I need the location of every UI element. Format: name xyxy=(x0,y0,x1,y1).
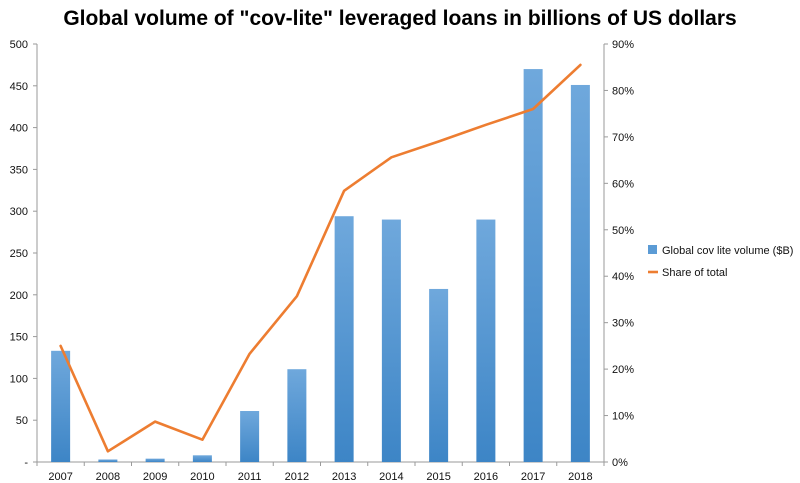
right-tick-label: 30% xyxy=(612,318,634,330)
x-tick-label: 2018 xyxy=(568,471,592,483)
left-tick-label: 50 xyxy=(16,415,28,427)
left-tick-label: - xyxy=(24,457,28,469)
left-tick-label: 250 xyxy=(10,248,28,260)
left-tick-label: 500 xyxy=(10,39,28,51)
x-tick-label: 2016 xyxy=(474,471,498,483)
x-tick-label: 2009 xyxy=(143,471,167,483)
x-tick-label: 2013 xyxy=(332,471,356,483)
x-tick-label: 2014 xyxy=(379,471,403,483)
right-tick-label: 20% xyxy=(612,364,634,376)
bar xyxy=(523,69,543,462)
bar xyxy=(240,411,260,462)
legend-label-line: Share of total xyxy=(662,267,727,279)
right-tick-label: 10% xyxy=(612,411,634,423)
right-tick-label: 60% xyxy=(612,178,634,190)
chart-title: Global volume of "cov-lite" leveraged lo… xyxy=(63,7,736,30)
left-tick-label: 450 xyxy=(10,81,28,93)
x-tick-label: 2015 xyxy=(426,471,450,483)
bar-series xyxy=(51,69,590,463)
x-tick-label: 2011 xyxy=(238,471,262,483)
x-tick-label: 2008 xyxy=(96,471,120,483)
bar xyxy=(570,84,590,463)
right-tick-label: 80% xyxy=(612,85,634,97)
x-tick-label: 2010 xyxy=(190,471,214,483)
x-tick-label: 2017 xyxy=(521,471,545,483)
left-tick-label: 200 xyxy=(10,290,28,302)
right-tick-label: 70% xyxy=(612,132,634,144)
axes: - 50 100 150 200 250 300 350 400 450 500 0% 10% 20% 30… xyxy=(10,39,635,483)
bar xyxy=(145,458,165,462)
x-tick-label: 2007 xyxy=(48,471,72,483)
right-tick-label: 40% xyxy=(612,271,634,283)
left-tick-label: 300 xyxy=(10,206,28,218)
left-tick-label: 350 xyxy=(10,164,28,176)
bar xyxy=(381,219,401,462)
legend-swatch-bars xyxy=(648,245,657,254)
left-tick-label: 100 xyxy=(10,373,28,385)
bar xyxy=(51,350,71,462)
share-line xyxy=(59,63,582,453)
right-tick-label: 50% xyxy=(612,225,634,237)
bar xyxy=(476,219,496,462)
right-tick-label: 90% xyxy=(612,39,634,51)
legend: Global cov lite volume ($B) Share of tota… xyxy=(648,245,793,279)
bar xyxy=(429,288,449,462)
legend-label-bars: Global cov lite volume ($B) xyxy=(662,245,793,257)
x-tick-label: 2012 xyxy=(285,471,309,483)
bar xyxy=(192,455,212,462)
bar xyxy=(98,459,118,462)
line-series xyxy=(59,63,582,453)
bar xyxy=(334,216,354,462)
bar xyxy=(287,369,307,462)
right-tick-label: 0% xyxy=(612,457,628,469)
left-tick-label: 150 xyxy=(10,332,28,344)
left-tick-label: 400 xyxy=(10,123,28,135)
